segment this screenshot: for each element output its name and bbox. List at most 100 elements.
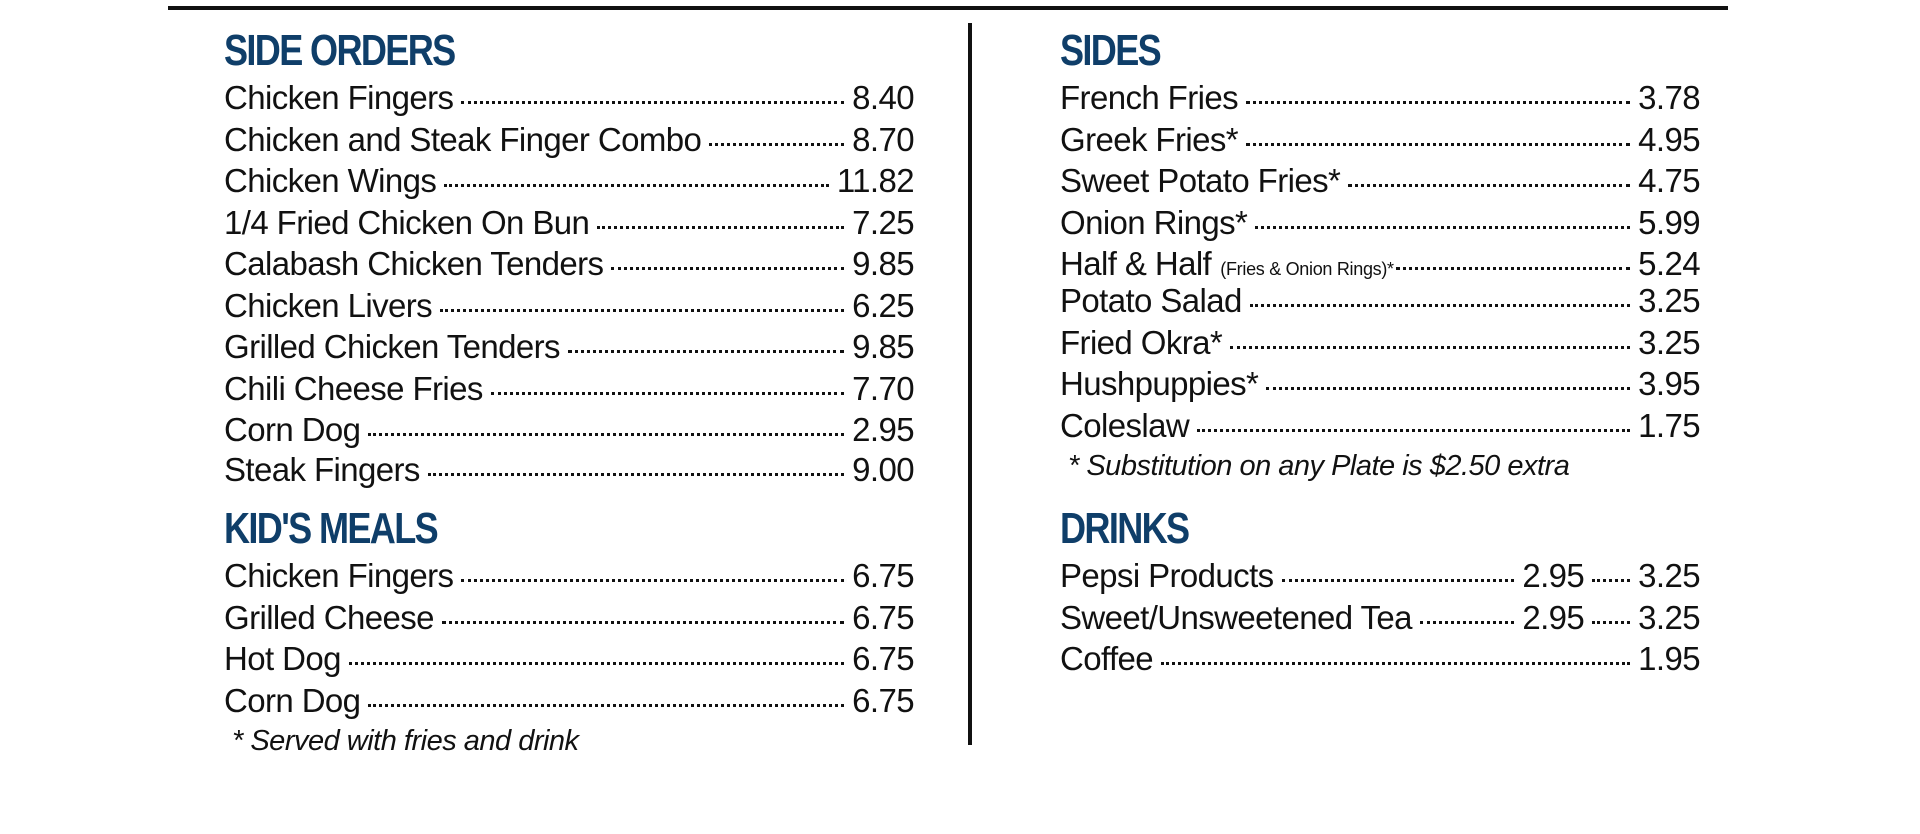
item-name: 1/4 Fried Chicken On Bun bbox=[224, 203, 590, 241]
menu-item: Chicken Livers 6.25 bbox=[224, 285, 915, 327]
top-rule bbox=[168, 6, 1728, 10]
menu-item: Grilled Chicken Tenders 9.85 bbox=[224, 326, 915, 368]
item-name: Corn Dog bbox=[224, 411, 361, 448]
dot-leader bbox=[1395, 267, 1631, 270]
item-name: Coffee bbox=[1060, 640, 1154, 677]
menu-item: Chicken and Steak Finger Combo 8.70 bbox=[224, 119, 915, 161]
item-name: Chicken and Steak Finger Combo bbox=[224, 120, 702, 158]
section-title: SIDES bbox=[1060, 26, 1162, 75]
item-price: 3.78 bbox=[1638, 79, 1700, 116]
section-title: DRINKS bbox=[1060, 504, 1190, 553]
item-price-large: 3.25 bbox=[1638, 557, 1700, 594]
dot-leader bbox=[1246, 101, 1631, 104]
item-price: 6.75 bbox=[852, 598, 914, 636]
side-orders-section: SIDE ORDERS Chicken Fingers 8.40 Chicken … bbox=[224, 25, 915, 491]
dot-leader bbox=[441, 620, 845, 624]
sides-section: SIDES French Fries 3.78 Greek Fries* 4.95 … bbox=[1060, 25, 1701, 486]
dot-leader bbox=[461, 579, 845, 582]
item-name: Coleslaw bbox=[1060, 406, 1190, 444]
item-price: 5.99 bbox=[1638, 203, 1700, 241]
menu-item: Potato Salad 3.25 bbox=[1060, 280, 1701, 322]
dot-leader bbox=[444, 184, 829, 187]
dot-leader bbox=[1592, 620, 1631, 624]
item-price: 6.75 bbox=[852, 640, 914, 677]
menu-item: Corn Dog 6.75 bbox=[224, 680, 915, 722]
menu-item: Chicken Fingers 6.75 bbox=[224, 555, 915, 597]
item-price-small: 2.95 bbox=[1522, 557, 1585, 594]
dot-leader bbox=[490, 391, 845, 395]
item-price: 8.70 bbox=[852, 120, 914, 158]
menu-item: Chicken Wings 11.82 bbox=[224, 160, 915, 202]
section-title: KID'S MEALS bbox=[224, 504, 439, 553]
dot-leader bbox=[1592, 579, 1631, 582]
item-name: French Fries bbox=[1060, 79, 1239, 116]
dot-leader bbox=[348, 662, 845, 665]
item-name: Grilled Cheese bbox=[224, 598, 434, 636]
dot-leader bbox=[1230, 345, 1631, 349]
item-name: Chicken Livers bbox=[224, 286, 433, 324]
menu-item: Chicken Fingers 8.40 bbox=[224, 77, 915, 119]
footnote: * Served with fries and drink bbox=[232, 725, 579, 757]
dot-leader bbox=[597, 225, 845, 229]
item-price: 11.82 bbox=[836, 162, 915, 199]
drinks-section: DRINKS Pepsi Products 2.95 3.25 Sweet/Unsw… bbox=[1060, 503, 1701, 680]
item-price: 8.40 bbox=[852, 79, 914, 116]
menu-item: Hot Dog 6.75 bbox=[224, 638, 915, 680]
menu-item: 1/4 Fried Chicken On Bun 7.25 bbox=[224, 202, 915, 244]
menu-item: Fried Okra* 3.25 bbox=[1060, 322, 1701, 364]
item-name: Fried Okra* bbox=[1060, 323, 1223, 361]
item-price: 9.85 bbox=[852, 245, 914, 282]
item-name: Calabash Chicken Tenders bbox=[224, 245, 604, 282]
dot-leader bbox=[1249, 304, 1631, 307]
kids-meals-section: KID'S MEALS Chicken Fingers 6.75 Grilled … bbox=[224, 503, 915, 761]
dot-leader bbox=[427, 473, 845, 476]
dot-leader bbox=[368, 703, 845, 707]
item-name: Corn Dog bbox=[224, 681, 361, 719]
section-title: SIDE ORDERS bbox=[224, 26, 456, 75]
menu-item: Sweet Potato Fries* 4.75 bbox=[1060, 160, 1701, 202]
dot-leader bbox=[1255, 225, 1631, 229]
dot-leader bbox=[1197, 428, 1631, 432]
item-price: 6.75 bbox=[852, 681, 914, 719]
dot-leader bbox=[611, 267, 845, 270]
item-price: 1.75 bbox=[1638, 406, 1700, 444]
item-name: Chicken Wings bbox=[224, 162, 437, 199]
menu-item: Grilled Cheese 6.75 bbox=[224, 597, 915, 639]
item-name: Sweet/Unsweetened Tea bbox=[1060, 598, 1412, 636]
item-name: Chicken Fingers bbox=[224, 79, 454, 116]
menu-item: Calabash Chicken Tenders 9.85 bbox=[224, 243, 915, 285]
dot-leader bbox=[1348, 184, 1631, 187]
menu-item: Coffee 1.95 bbox=[1060, 638, 1701, 680]
dot-leader bbox=[1266, 387, 1631, 390]
item-price-large: 3.25 bbox=[1638, 598, 1700, 636]
menu-item: Greek Fries* 4.95 bbox=[1060, 119, 1701, 161]
menu-item: Sweet/Unsweetened Tea 2.95 3.25 bbox=[1060, 597, 1701, 639]
item-price: 4.75 bbox=[1638, 162, 1700, 199]
menu-item: Chili Cheese Fries 7.70 bbox=[224, 368, 915, 410]
item-name: Potato Salad bbox=[1060, 282, 1242, 319]
item-price: 9.85 bbox=[852, 328, 914, 365]
menu-item: Hushpuppies* 3.95 bbox=[1060, 363, 1701, 405]
item-price: 3.25 bbox=[1638, 282, 1700, 319]
item-price-small: 2.95 bbox=[1522, 598, 1585, 636]
item-price: 7.70 bbox=[852, 369, 914, 407]
item-price: 1.95 bbox=[1638, 640, 1700, 677]
item-name: Greek Fries* bbox=[1060, 120, 1239, 158]
item-subtitle: (Fries & Onion Rings)* bbox=[1220, 259, 1394, 279]
item-price: 4.95 bbox=[1638, 120, 1700, 158]
item-name: Pepsi Products bbox=[1060, 557, 1274, 594]
dot-leader bbox=[461, 101, 845, 104]
dot-leader bbox=[1281, 579, 1515, 582]
menu-item: Steak Fingers 9.00 bbox=[224, 449, 915, 491]
item-name: Grilled Chicken Tenders bbox=[224, 328, 561, 365]
item-name: Chili Cheese Fries bbox=[224, 369, 483, 407]
dot-leader bbox=[567, 350, 845, 353]
menu-item: French Fries 3.78 bbox=[1060, 77, 1701, 119]
dot-leader bbox=[1161, 662, 1631, 665]
item-price: 5.24 bbox=[1638, 245, 1700, 282]
menu-item: Corn Dog 2.95 bbox=[224, 409, 915, 449]
menu-item: Coleslaw 1.75 bbox=[1060, 405, 1701, 447]
dot-leader bbox=[440, 308, 845, 312]
item-price: 3.25 bbox=[1638, 323, 1700, 361]
menu-item: Half & Half (Fries & Onion Rings)* 5.24 bbox=[1060, 243, 1701, 282]
